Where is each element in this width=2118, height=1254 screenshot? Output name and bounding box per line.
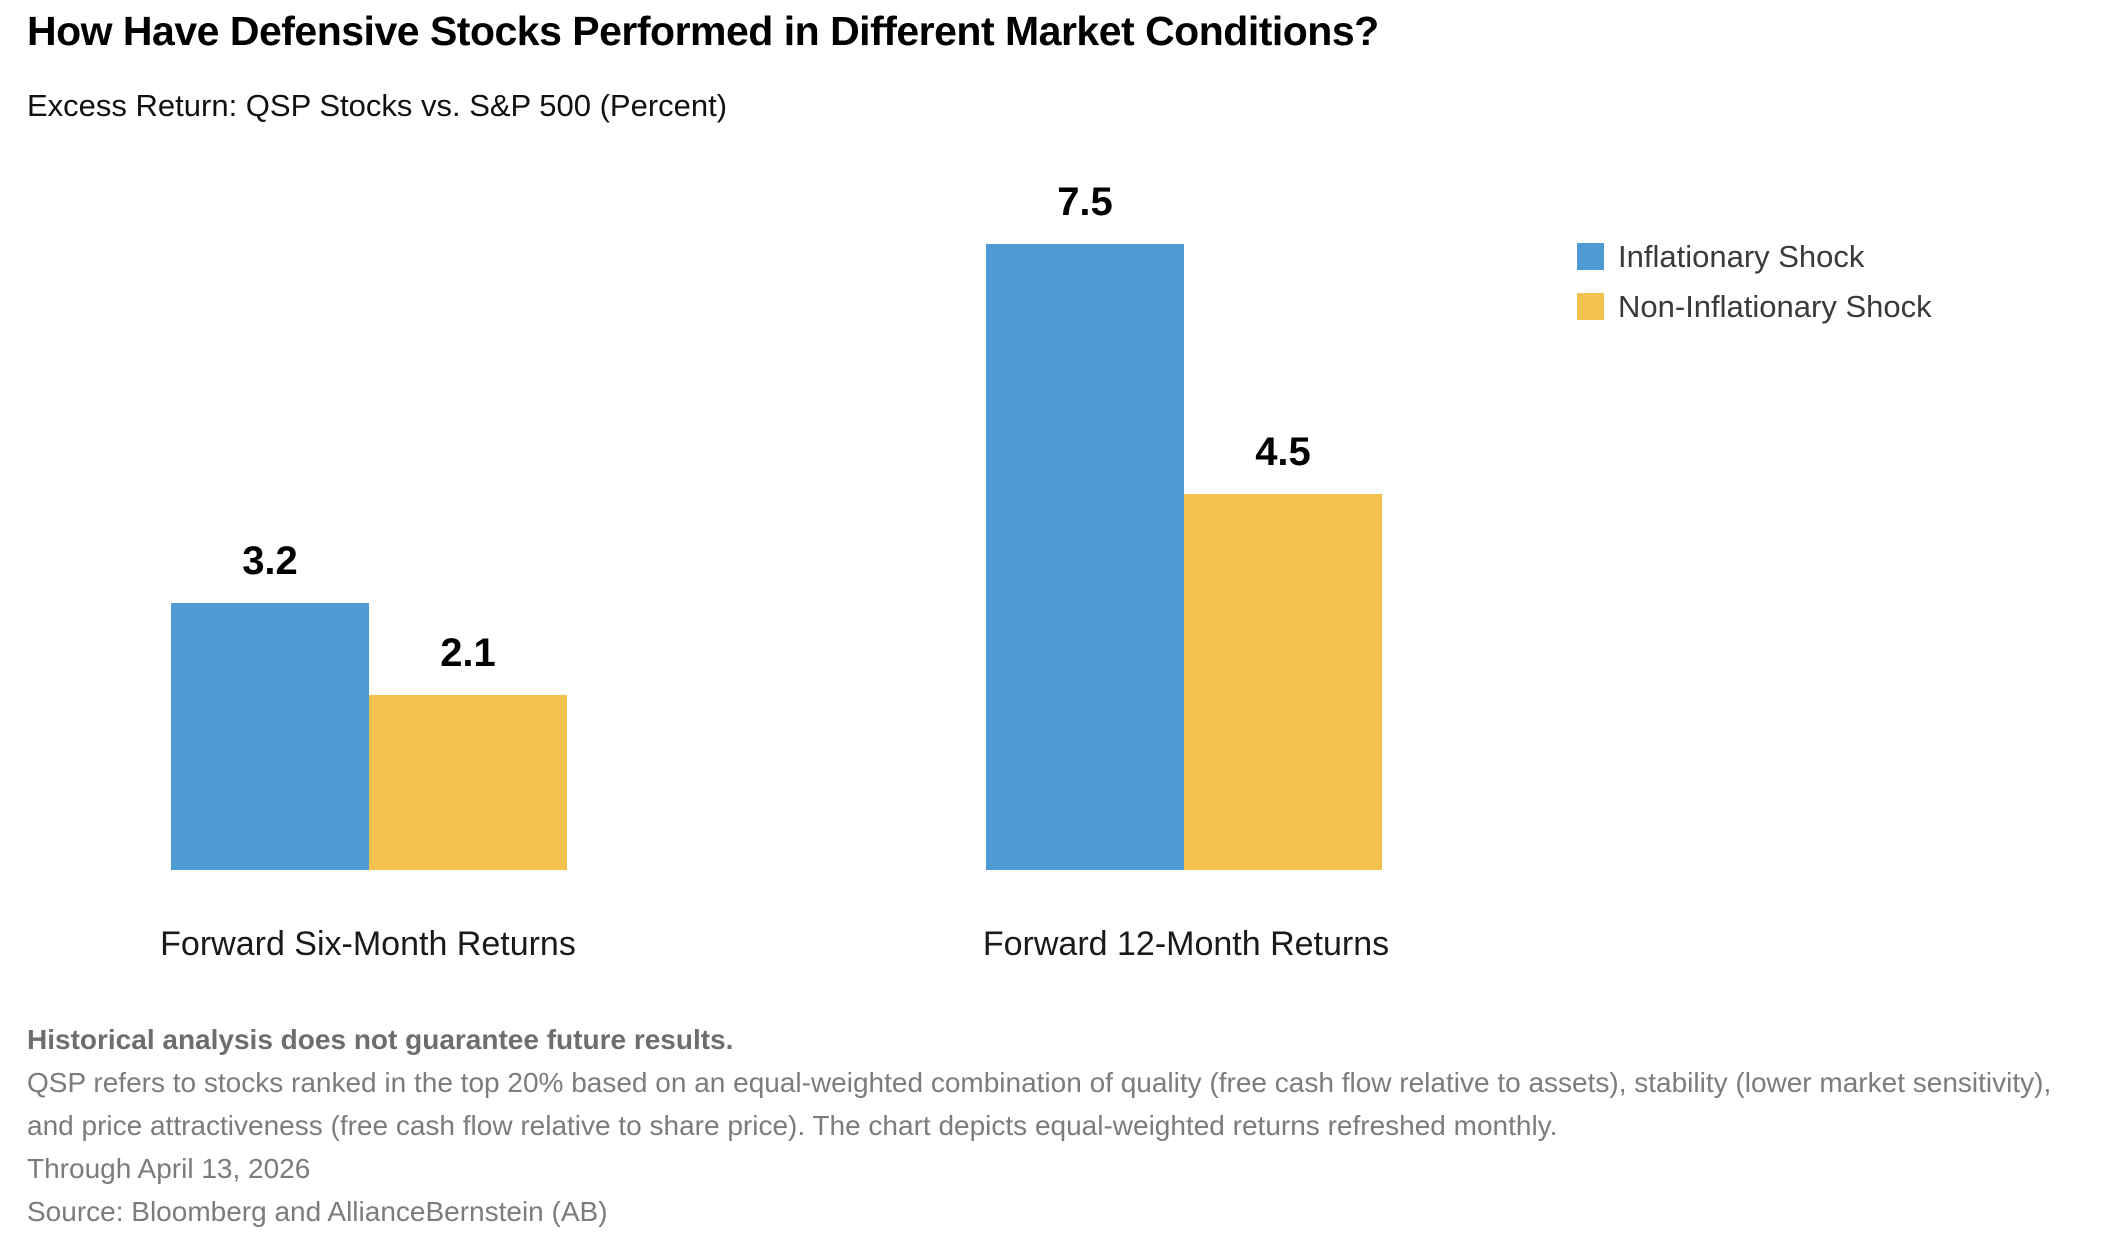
category-label-forward-six-month: Forward Six-Month Returns	[160, 925, 576, 963]
page-subtitle: Excess Return: QSP Stocks vs. S&P 500 (P…	[27, 88, 728, 123]
bar-value-label: 7.5	[1057, 180, 1113, 224]
bar-value-label: 4.5	[1255, 430, 1311, 474]
bar-value-label: 2.1	[440, 631, 496, 675]
through-date-text: Through April 13, 2026	[27, 1153, 311, 1184]
bar-non-inflationary-six-month	[369, 695, 567, 870]
footnotes: Historical analysis does not guarantee f…	[27, 1018, 2093, 1233]
legend-item-inflationary-shock: Inflationary Shock	[1577, 238, 1932, 275]
category-label-forward-12-month: Forward 12-Month Returns	[982, 925, 1390, 963]
legend-swatch-yellow-icon	[1577, 293, 1604, 320]
bar-cell-non-inflationary-12-month: 4.5	[1184, 432, 1382, 870]
legend-label-inflationary-shock: Inflationary Shock	[1618, 239, 1865, 274]
bar-group-forward-12-month: 7.5 4.5	[986, 182, 1382, 870]
bar-inflationary-12-month	[986, 244, 1184, 870]
bar-group-forward-six-month: 3.2 2.1	[171, 541, 567, 870]
bar-chart-plot-area: 3.2 2.1 7.5 4.5 Forward Six-Month Return…	[160, 182, 1389, 963]
bar-non-inflationary-12-month	[1184, 494, 1382, 870]
bar-cell-inflationary-six-month: 3.2	[171, 541, 369, 870]
page-title: How Have Defensive Stocks Performed in D…	[27, 8, 1379, 54]
legend-label-non-inflationary-shock: Non-Inflationary Shock	[1618, 289, 1932, 324]
bar-value-label: 3.2	[242, 539, 298, 583]
bar-cell-inflationary-12-month: 7.5	[986, 182, 1184, 870]
bar-inflationary-six-month	[171, 603, 369, 870]
bar-cell-non-inflationary-six-month: 2.1	[369, 633, 567, 870]
disclaimer-text: Historical analysis does not guarantee f…	[27, 1024, 734, 1055]
legend-item-non-inflationary-shock: Non-Inflationary Shock	[1577, 288, 1932, 325]
legend: Inflationary Shock Non-Inflationary Shoc…	[1577, 238, 1932, 325]
footnote-text: QSP refers to stocks ranked in the top 2…	[27, 1067, 2052, 1141]
source-text: Source: Bloomberg and AllianceBernstein …	[27, 1196, 608, 1227]
legend-swatch-blue-icon	[1577, 243, 1604, 270]
